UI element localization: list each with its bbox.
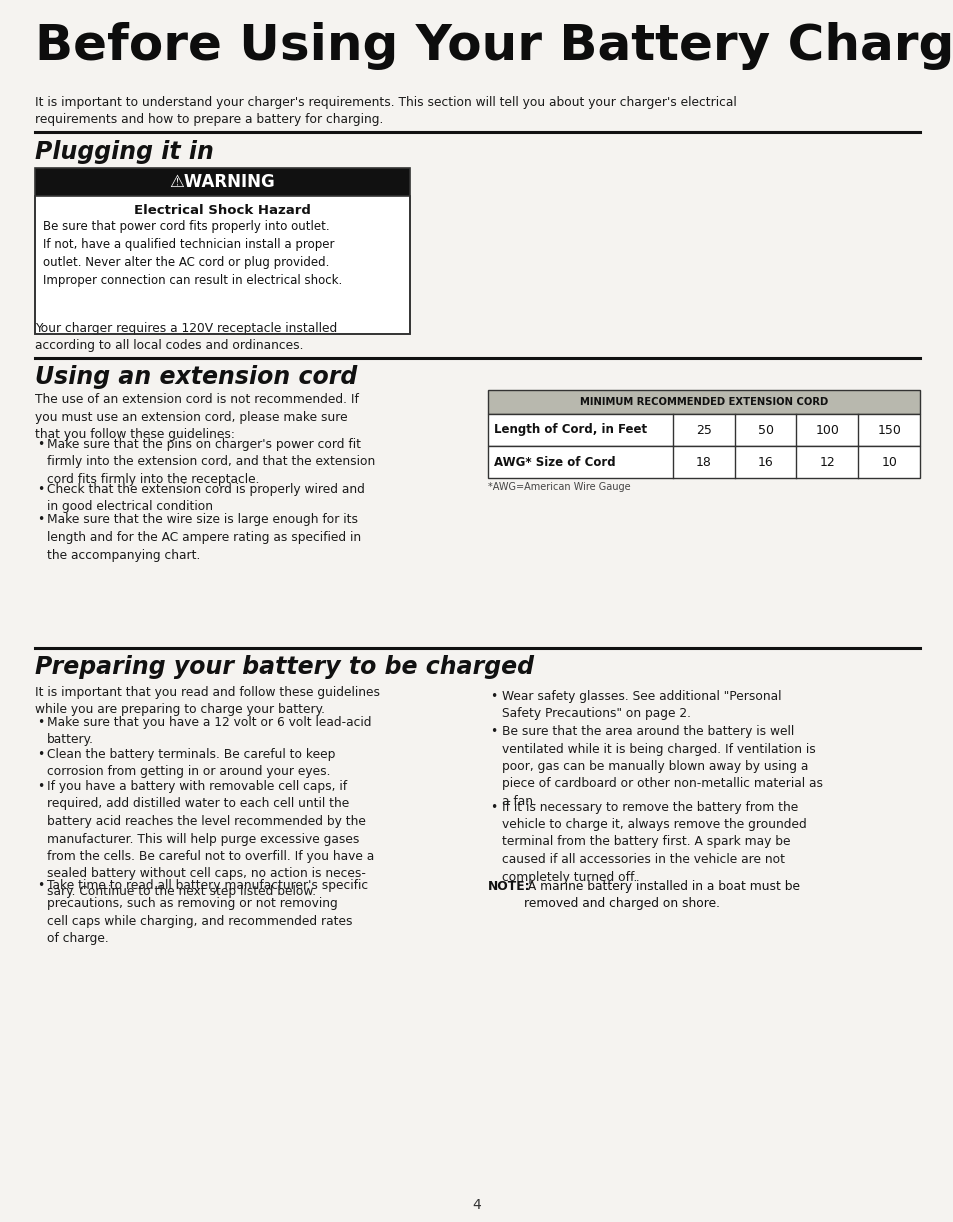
Text: 100: 100 bbox=[815, 424, 839, 436]
Text: Wear safety glasses. See additional "Personal
Safety Precautions" on page 2.: Wear safety glasses. See additional "Per… bbox=[501, 690, 781, 721]
Bar bbox=[35, 196, 410, 334]
Text: If you have a battery with removable cell caps, if
required, add distilled water: If you have a battery with removable cel… bbox=[47, 780, 374, 898]
Text: Clean the battery terminals. Be careful to keep
corrosion from getting in or aro: Clean the battery terminals. Be careful … bbox=[47, 748, 335, 778]
Text: It is important that you read and follow these guidelines
while you are preparin: It is important that you read and follow… bbox=[35, 686, 379, 716]
Text: Make sure that the pins on charger's power cord fit
firmly into the extension co: Make sure that the pins on charger's pow… bbox=[47, 437, 375, 486]
Text: 150: 150 bbox=[876, 424, 901, 436]
Text: Be sure that the area around the battery is well
ventilated while it is being ch: Be sure that the area around the battery… bbox=[501, 725, 822, 808]
Text: •: • bbox=[37, 437, 44, 451]
Text: ⚠WARNING: ⚠WARNING bbox=[170, 174, 275, 191]
Text: Preparing your battery to be charged: Preparing your battery to be charged bbox=[35, 655, 534, 679]
Text: Check that the extension cord is properly wired and
in good electrical condition: Check that the extension cord is properl… bbox=[47, 483, 364, 513]
Text: Using an extension cord: Using an extension cord bbox=[35, 365, 356, 389]
Text: •: • bbox=[490, 725, 497, 738]
Text: NOTE:: NOTE: bbox=[488, 880, 530, 893]
Bar bbox=[35, 167, 410, 196]
Text: Be sure that power cord fits properly into outlet.
If not, have a qualified tech: Be sure that power cord fits properly in… bbox=[43, 220, 342, 287]
Text: Before Using Your Battery Charger: Before Using Your Battery Charger bbox=[35, 22, 953, 70]
Text: 12: 12 bbox=[819, 456, 835, 468]
Text: •: • bbox=[37, 513, 44, 527]
Text: 4: 4 bbox=[472, 1198, 481, 1212]
Text: 25: 25 bbox=[695, 424, 711, 436]
Bar bbox=[488, 390, 919, 414]
Text: Length of Cord, in Feet: Length of Cord, in Feet bbox=[494, 424, 646, 436]
Text: •: • bbox=[37, 748, 44, 761]
Text: Plugging it in: Plugging it in bbox=[35, 141, 213, 164]
Bar bbox=[35, 167, 410, 334]
Text: 10: 10 bbox=[881, 456, 896, 468]
Bar bbox=[488, 414, 919, 446]
Text: •: • bbox=[490, 800, 497, 814]
Text: •: • bbox=[37, 483, 44, 495]
Text: If it is necessary to remove the battery from the
vehicle to charge it, always r: If it is necessary to remove the battery… bbox=[501, 800, 806, 884]
Text: Take time to read all battery manufacturer's specific
precautions, such as remov: Take time to read all battery manufactur… bbox=[47, 880, 368, 945]
Text: A marine battery installed in a boat must be
removed and charged on shore.: A marine battery installed in a boat mus… bbox=[523, 880, 800, 910]
Text: Electrical Shock Hazard: Electrical Shock Hazard bbox=[134, 204, 311, 218]
Text: •: • bbox=[37, 880, 44, 892]
Bar bbox=[488, 446, 919, 478]
Text: MINIMUM RECOMMENDED EXTENSION CORD: MINIMUM RECOMMENDED EXTENSION CORD bbox=[579, 397, 827, 407]
Text: 50: 50 bbox=[757, 424, 773, 436]
Text: *AWG=American Wire Gauge: *AWG=American Wire Gauge bbox=[488, 481, 630, 492]
Text: Make sure that the wire size is large enough for its
length and for the AC amper: Make sure that the wire size is large en… bbox=[47, 513, 361, 561]
Text: 16: 16 bbox=[757, 456, 773, 468]
Text: AWG* Size of Cord: AWG* Size of Cord bbox=[494, 456, 615, 468]
Text: It is important to understand your charger's requirements. This section will tel: It is important to understand your charg… bbox=[35, 97, 736, 127]
Text: •: • bbox=[37, 780, 44, 793]
Text: •: • bbox=[490, 690, 497, 703]
Text: •: • bbox=[37, 716, 44, 730]
Text: Your charger requires a 120V receptacle installed
according to all local codes a: Your charger requires a 120V receptacle … bbox=[35, 323, 337, 352]
Text: The use of an extension cord is not recommended. If
you must use an extension co: The use of an extension cord is not reco… bbox=[35, 393, 358, 441]
Text: 18: 18 bbox=[695, 456, 711, 468]
Text: Make sure that you have a 12 volt or 6 volt lead-acid
battery.: Make sure that you have a 12 volt or 6 v… bbox=[47, 716, 371, 747]
